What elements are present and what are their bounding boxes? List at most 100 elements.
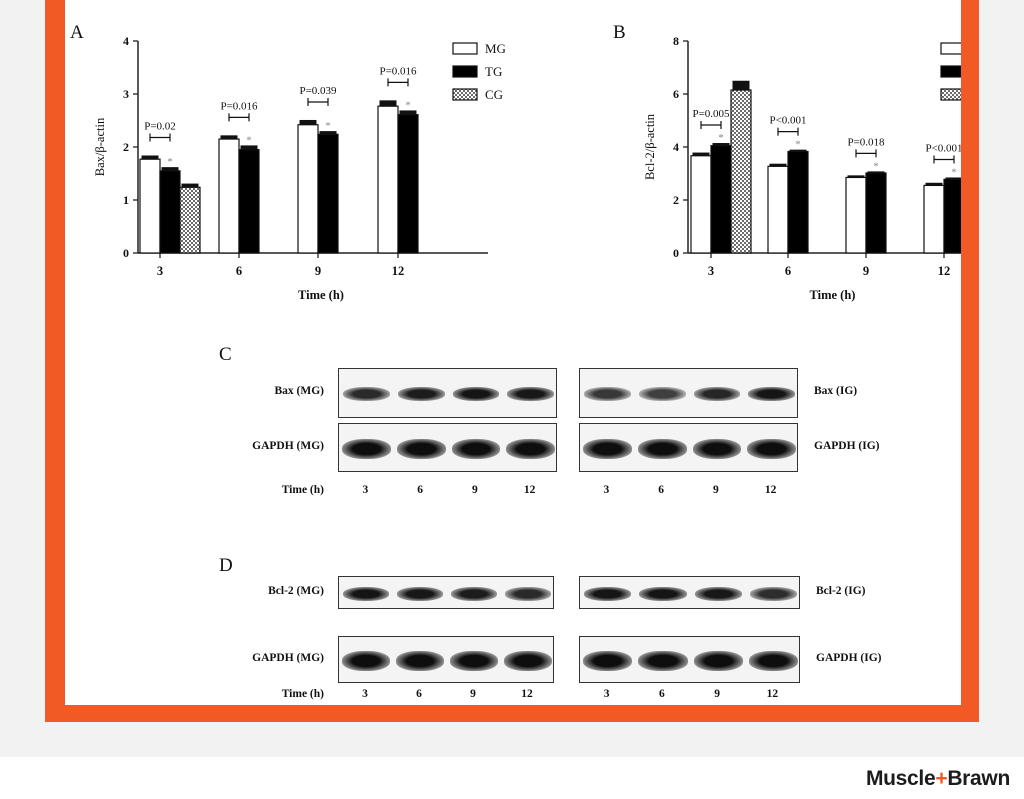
significance-star: *: [795, 139, 801, 151]
significance-star: *: [167, 156, 173, 168]
blot-band: [505, 586, 551, 601]
legend-swatch-cg: [452, 88, 478, 101]
p-value-annotation: P=0.016: [220, 100, 258, 112]
error-bar: [847, 175, 865, 178]
x-tick-label: 9: [315, 264, 321, 278]
blot-band: [343, 387, 390, 401]
bar-tg: [943, 178, 961, 254]
blot-band: [450, 650, 498, 671]
blot-band: [693, 650, 743, 671]
legend-swatch-mg: [452, 42, 478, 55]
bar-mg: [139, 158, 161, 254]
bar-mg: [218, 138, 240, 254]
legend-label-mg: MG: [485, 41, 505, 56]
blot-band: [342, 438, 391, 459]
error-bar: [925, 182, 943, 186]
bar-mg: [297, 124, 319, 254]
x-tick-label: 9: [863, 264, 869, 278]
blot-band: [637, 438, 687, 459]
bar-tg: [238, 149, 260, 254]
bar-mg: [377, 105, 399, 254]
x-tick-label: 6: [785, 264, 791, 278]
error-bar: [220, 135, 238, 140]
blot-band: [584, 387, 631, 401]
p-value-annotation: P<0.001: [769, 115, 806, 127]
error-bar: [399, 110, 417, 115]
y-tick-label: 3: [123, 87, 129, 101]
y-tick-label: 1: [123, 193, 129, 207]
blot-band: [397, 387, 445, 401]
y-axis-label: Bcl-2/β-actin: [643, 113, 657, 180]
blot-right-top: [579, 576, 800, 609]
error-bar: [867, 171, 885, 173]
time-label: 3: [362, 688, 368, 700]
y-tick-label: 8: [673, 34, 679, 48]
significance-star: *: [718, 132, 724, 144]
p-value-annotation: P=0.005: [692, 108, 730, 120]
bar-tg: [317, 133, 339, 254]
brand-left: Muscle: [865, 767, 936, 790]
blot-left-top: [338, 368, 557, 418]
time-label: 12: [766, 688, 779, 700]
chart-b: B 0 2 4 6 8 Bcl-2/β-actin Time (h) 3 * P=0.005 6 * P<…: [613, 22, 961, 302]
error-bar: [769, 163, 787, 167]
blot-label-right-top: Bax (IG): [814, 385, 858, 397]
error-bar: [712, 143, 730, 146]
significance-star: *: [951, 166, 957, 178]
bar-tg: [865, 172, 887, 254]
error-bar: [240, 145, 258, 150]
y-axis-label: Bax/β-actin: [93, 117, 107, 176]
blot-band: [451, 586, 497, 601]
error-bar: [692, 152, 710, 156]
y-tick-label: 2: [673, 193, 679, 207]
blot-band: [507, 387, 554, 401]
y-tick-label: 0: [673, 246, 679, 260]
bar-mg: [767, 165, 789, 254]
time-label: 6: [658, 484, 664, 496]
blot-band: [397, 586, 443, 601]
blot-band: [504, 650, 552, 671]
blot-band: [748, 387, 795, 401]
time-label: 6: [659, 688, 665, 700]
error-bar: [379, 100, 397, 107]
blot-band: [693, 387, 741, 401]
bar-tg: [159, 170, 181, 254]
bar-mg: [845, 176, 867, 254]
brand-logo: Muscle+Brawn: [866, 767, 1010, 791]
blot-band: [638, 387, 686, 401]
blot-label-right-bottom: GAPDH (IG): [816, 651, 882, 664]
legend-swatch-mg: [940, 42, 961, 55]
blot-label-left-top: Bcl-2 (MG): [268, 584, 324, 597]
footer: Muscle+Brawn: [0, 757, 1024, 799]
bar-mg: [923, 184, 945, 254]
error-bar: [945, 177, 961, 180]
blot-band: [694, 586, 742, 601]
time-label: 9: [713, 484, 719, 496]
blot-band: [583, 650, 633, 671]
time-label: 9: [472, 484, 478, 496]
legend-label-cg: CG: [485, 87, 503, 102]
blot-band: [452, 387, 500, 401]
error-bar: [141, 155, 159, 160]
x-tick-label: 3: [708, 264, 714, 278]
p-value-annotation: P=0.016: [379, 65, 417, 77]
time-label: 9: [470, 688, 476, 700]
blot-label-right-bottom: GAPDH (IG): [814, 439, 880, 452]
blot-band: [748, 650, 798, 671]
blot-band: [451, 438, 501, 459]
time-label: 12: [523, 484, 536, 496]
bar-tg: [710, 145, 732, 254]
panel-letter-b: B: [613, 22, 626, 43]
blot-band: [506, 438, 555, 459]
blot-right-bottom: [579, 636, 800, 683]
blot-band: [583, 438, 632, 459]
figure-panel: A 0 1 2 3 4 Bax/β-actin Time (h) 3 * P=0.02 6 * P=0.0…: [65, 0, 961, 705]
time-label: 6: [417, 484, 423, 496]
blot-label-left-bottom: GAPDH (MG): [252, 439, 324, 452]
blot-label-left-top: Bax (MG): [274, 385, 324, 397]
x-tick-label: 12: [392, 264, 405, 278]
x-axis-label: Time (h): [810, 288, 856, 302]
time-label: 3: [362, 484, 369, 496]
y-tick-label: 0: [123, 246, 129, 260]
